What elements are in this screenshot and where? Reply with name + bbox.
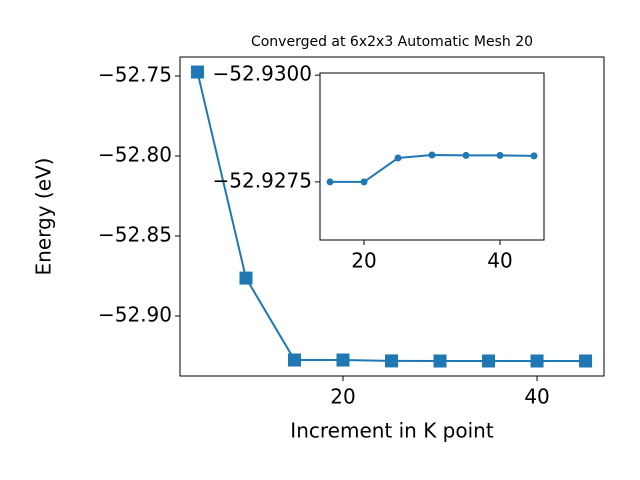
- y-tick-label: −52.75: [98, 63, 172, 87]
- marker: [530, 354, 544, 368]
- y-axis-label: Energy (eV): [32, 158, 56, 276]
- x-tick-label: 20: [351, 249, 376, 273]
- axes-frame: [319, 72, 545, 241]
- marker: [579, 354, 593, 368]
- x-axis-label: Increment in K point: [290, 419, 494, 443]
- chart-title: Converged at 6x2x3 Automatic Mesh 20: [251, 34, 533, 50]
- marker: [326, 178, 334, 186]
- marker: [496, 151, 504, 159]
- marker: [530, 152, 538, 160]
- y-tick-label: −52.80: [98, 143, 172, 167]
- marker: [462, 151, 470, 159]
- marker: [394, 154, 402, 162]
- marker: [336, 353, 350, 367]
- marker: [287, 353, 301, 367]
- x-tick-label: 20: [330, 385, 355, 409]
- x-tick-label: 40: [487, 249, 512, 273]
- axes-frame: [179, 56, 605, 377]
- y-tick-label: −52.85: [98, 223, 172, 247]
- marker: [428, 151, 436, 159]
- y-tick-label: −52.9275: [213, 168, 312, 192]
- y-tick-label: −52.90: [98, 303, 172, 327]
- marker: [190, 65, 204, 79]
- y-tick-label: −52.9300: [213, 62, 312, 86]
- marker: [433, 354, 447, 368]
- marker: [239, 271, 253, 285]
- marker: [482, 354, 496, 368]
- marker: [360, 178, 368, 186]
- marker: [385, 354, 399, 368]
- x-tick-label: 40: [524, 385, 549, 409]
